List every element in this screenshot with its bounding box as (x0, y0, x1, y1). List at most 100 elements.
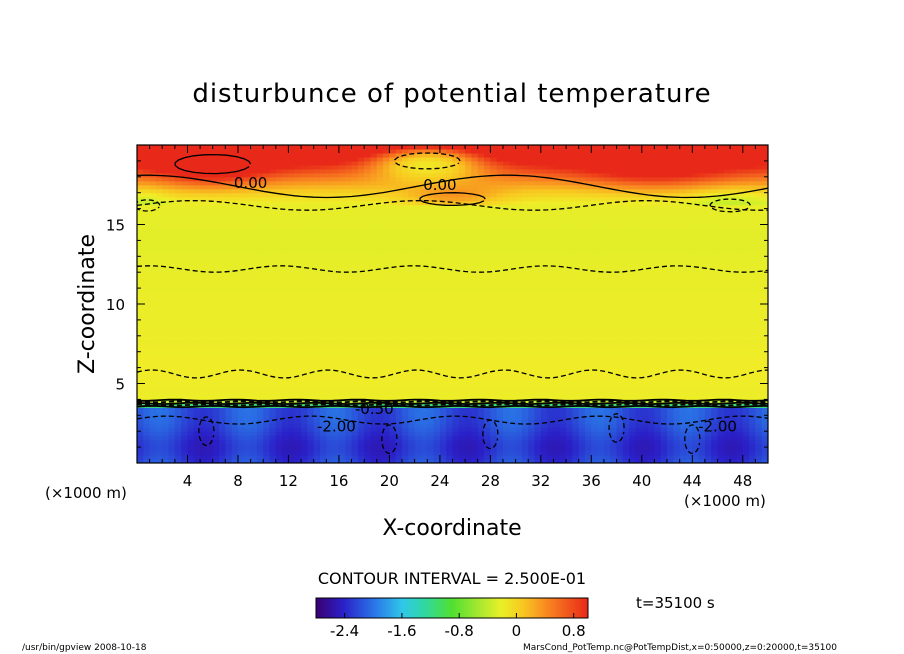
heatmap-cell (477, 260, 485, 265)
heatmap-cell (477, 248, 485, 253)
heatmap-cell (149, 411, 157, 416)
heatmap-cell (370, 212, 378, 218)
heatmap-cell (509, 160, 517, 166)
heatmap-cell (484, 168, 491, 174)
heatmap-cell (496, 459, 504, 463)
heatmap-cell (288, 180, 296, 186)
heatmap-cell (414, 240, 422, 245)
heatmap-cell (162, 347, 170, 353)
heatmap-cell (168, 367, 176, 373)
heatmap-cell (395, 383, 403, 389)
heatmap-cell (351, 152, 359, 158)
heatmap-cell (275, 196, 283, 202)
heatmap-cell (149, 419, 157, 424)
heatmap-cell (332, 355, 340, 361)
heatmap-cell (357, 319, 365, 325)
heatmap-cell (237, 347, 245, 353)
heatmap-cell (181, 423, 189, 428)
heatmap-cell (307, 168, 315, 174)
heatmap-cell (181, 343, 189, 349)
heatmap-cell (389, 435, 397, 440)
heatmap-cell (502, 288, 510, 293)
heatmap-cell (181, 160, 189, 166)
heatmap-cell (351, 355, 359, 361)
heatmap-cell (509, 192, 517, 198)
heatmap-cell (193, 323, 201, 329)
heatmap-cell (162, 224, 170, 230)
heatmap-cell (237, 208, 245, 214)
heatmap-cell (420, 304, 428, 309)
heatmap-cell (521, 304, 529, 309)
heatmap-cell (389, 415, 397, 420)
heatmap-cell (168, 407, 176, 412)
heatmap-cell (414, 192, 422, 198)
heatmap-cell (250, 323, 258, 329)
heatmap-cell (496, 375, 504, 381)
heatmap-cell (174, 439, 182, 444)
heatmap-cell (433, 272, 441, 277)
heatmap-cell (452, 395, 460, 400)
heatmap-cell (193, 252, 201, 257)
heatmap-cell (332, 232, 340, 238)
heatmap-cell (515, 228, 523, 234)
heatmap-cell (149, 212, 157, 218)
heatmap-cell (193, 359, 201, 365)
heatmap-cell (465, 284, 473, 289)
heatmap-cell (155, 176, 163, 182)
heatmap-cell (332, 339, 340, 345)
heatmap-cell (433, 315, 441, 321)
heatmap-cell (528, 331, 536, 337)
heatmap-cell (357, 292, 365, 297)
heatmap-cell (357, 152, 365, 158)
heatmap-cell (420, 152, 428, 158)
heatmap-cell (389, 288, 397, 293)
heatmap-cell (427, 315, 435, 321)
heatmap-cell (187, 208, 195, 214)
heatmap-cell (282, 148, 290, 154)
heatmap-cell (515, 292, 523, 297)
heatmap-cell (420, 439, 428, 444)
heatmap-cell (307, 307, 315, 313)
heatmap-cell (338, 272, 346, 277)
heatmap-cell (294, 415, 302, 420)
heatmap-cell (490, 339, 498, 345)
heatmap-cell (149, 192, 157, 198)
heatmap-cell (446, 419, 454, 424)
heatmap-cell (383, 292, 390, 297)
heatmap-cell (193, 311, 201, 317)
heatmap-cell (225, 459, 233, 463)
heatmap-cell (326, 176, 334, 182)
heatmap-cell (465, 363, 473, 369)
heatmap-cell (376, 300, 384, 305)
heatmap-cell (521, 391, 529, 397)
heatmap-cell (231, 311, 239, 317)
heatmap-cell (502, 359, 510, 365)
heatmap-cell (250, 156, 258, 162)
heatmap-cell (439, 224, 447, 230)
heatmap-cell (155, 367, 163, 373)
heatmap-cell (345, 451, 353, 456)
heatmap-cell (168, 280, 176, 285)
heatmap-cell (383, 355, 390, 361)
heatmap-cell (395, 367, 403, 373)
heatmap-cell (408, 152, 416, 158)
heatmap-cell (137, 319, 144, 325)
heatmap-cell (515, 232, 523, 238)
heatmap-cell (313, 427, 321, 432)
heatmap-cell (502, 379, 510, 385)
heatmap-cell (137, 311, 144, 317)
heatmap-cell (452, 431, 460, 436)
heatmap-cell (269, 411, 277, 416)
heatmap-cell (269, 252, 277, 257)
heatmap-cell (206, 208, 214, 214)
heatmap-cell (509, 319, 517, 325)
heatmap-cell (484, 156, 491, 162)
heatmap-cell (269, 196, 277, 202)
heatmap-cell (143, 383, 151, 389)
heatmap-cell (231, 228, 239, 234)
heatmap-cell (408, 331, 416, 337)
heatmap-cell (149, 220, 157, 226)
heatmap-cell (515, 252, 523, 257)
heatmap-cell (376, 443, 384, 448)
heatmap-cell (484, 351, 491, 357)
